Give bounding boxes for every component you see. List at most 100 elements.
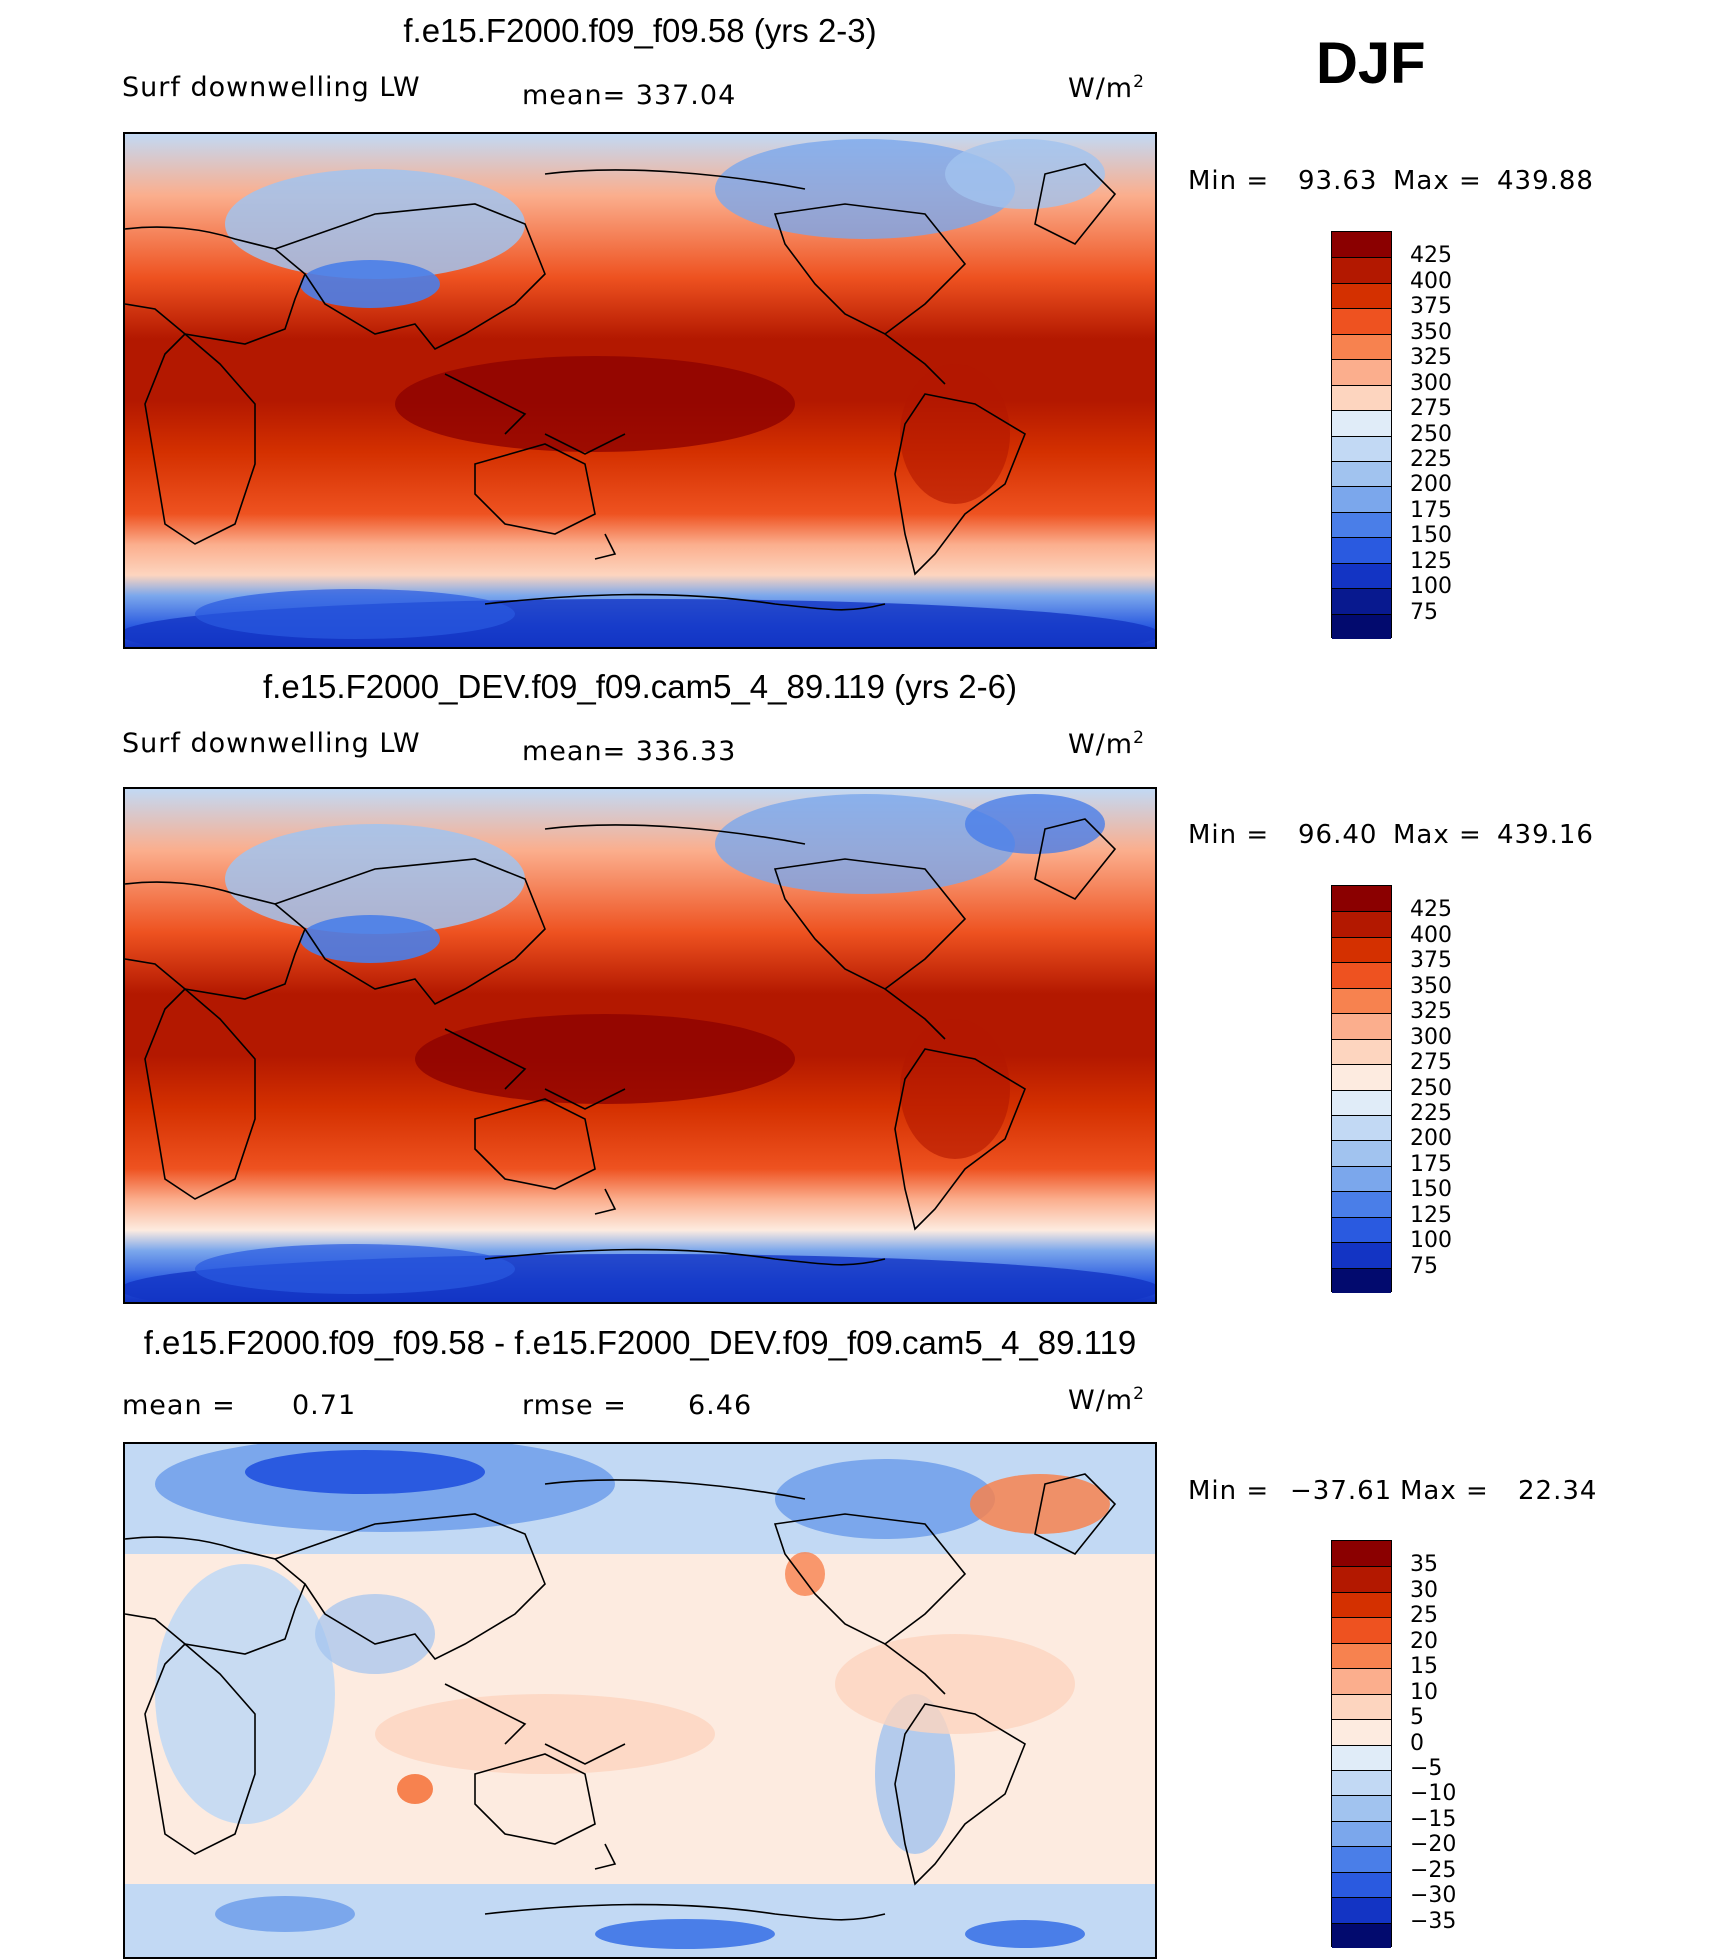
panel-3-map	[123, 1442, 1157, 1959]
panel-3-rmse-value: 6.46	[688, 1390, 753, 1421]
colorbar-swatch	[1332, 1064, 1391, 1090]
panel-2-min-value: 96.40	[1298, 820, 1378, 850]
colorbar-swatch	[1332, 460, 1391, 487]
panel-1-mean-label: mean= 337.04	[522, 80, 737, 111]
panel-1-variable-label: Surf downwelling LW	[122, 72, 421, 103]
panel-1-max-label: Max =	[1393, 166, 1482, 196]
colorbar-tick-label: 400	[1410, 922, 1452, 948]
colorbar-tick-label: −5	[1410, 1755, 1443, 1781]
panel-1-title: f.e15.F2000.f09_f09.58 (yrs 2-3)	[403, 12, 877, 49]
colorbar-swatch	[1332, 537, 1391, 563]
panel-1-units-base: W/m	[1068, 73, 1134, 104]
colorbar-swatch	[1332, 1871, 1391, 1898]
colorbar-tick-label: 200	[1410, 1126, 1452, 1152]
colorbar-swatch	[1332, 1820, 1391, 1847]
panel-2-max-label: Max =	[1393, 820, 1482, 850]
colorbar-swatch	[1332, 1242, 1391, 1268]
colorbar-swatch	[1332, 562, 1391, 589]
colorbar-tick-label: 375	[1410, 948, 1452, 974]
colorbar-swatch	[1332, 486, 1391, 512]
colorbar-swatch	[1332, 333, 1391, 360]
panel-3-mean-label: mean =	[122, 1390, 236, 1421]
colorbar-swatch	[1332, 410, 1391, 436]
colorbar-tick-label: −30	[1410, 1883, 1457, 1909]
colorbar-tick-label: 225	[1410, 1100, 1452, 1126]
colorbar-tick-label: 275	[1410, 396, 1452, 422]
panel-3-rmse-label: rmse =	[522, 1390, 627, 1421]
colorbar-swatch	[1332, 1216, 1391, 1243]
colorbar-swatch	[1332, 1165, 1391, 1192]
panel-2-max-value: 439.16	[1497, 820, 1594, 850]
colorbar-swatch	[1332, 886, 1391, 912]
panel-2-units-base: W/m	[1068, 729, 1134, 760]
panel-2-variable-label: Surf downwelling LW	[122, 728, 421, 759]
colorbar-tick-label: −10	[1410, 1781, 1457, 1807]
colorbar-tick-label: −25	[1410, 1857, 1457, 1883]
colorbar-swatch	[1332, 1617, 1391, 1643]
colorbar-swatch	[1332, 1719, 1391, 1745]
colorbar-swatch	[1332, 1267, 1391, 1293]
panel-1-max-value: 439.88	[1497, 166, 1594, 196]
panel-2-map-field	[125, 789, 1155, 1302]
colorbar-tick-label: 400	[1410, 268, 1452, 294]
panel-2-mean-label: mean= 336.33	[522, 736, 737, 767]
colorbar-swatch	[1332, 1140, 1391, 1166]
panel-3-max-value: 22.34	[1518, 1476, 1598, 1506]
colorbar-tick-label: 275	[1410, 1050, 1452, 1076]
colorbar-tick-label: 100	[1410, 574, 1452, 600]
panel-2-colorbar	[1331, 885, 1392, 1293]
colorbar-swatch	[1332, 435, 1391, 461]
colorbar-swatch	[1332, 1744, 1391, 1770]
panel-3-mean-value: 0.71	[292, 1390, 357, 1421]
colorbar-tick-label: 175	[1410, 497, 1452, 523]
colorbar-swatch	[1332, 911, 1391, 937]
panel-2-min-label: Min =	[1188, 820, 1270, 850]
panel-3-map-field	[125, 1444, 1155, 1957]
colorbar-swatch	[1332, 257, 1391, 283]
colorbar-tick-label: 375	[1410, 294, 1452, 320]
colorbar-tick-label: 20	[1410, 1628, 1438, 1654]
panel-2-title: f.e15.F2000_DEV.f09_f09.cam5_4_89.119 (y…	[263, 668, 1017, 705]
panel-2-units-exponent: 2	[1133, 728, 1145, 748]
colorbar-tick-label: 100	[1410, 1228, 1452, 1254]
colorbar-tick-label: 425	[1410, 243, 1452, 269]
colorbar-swatch	[1332, 384, 1391, 411]
colorbar-tick-label: −35	[1410, 1908, 1457, 1934]
colorbar-tick-label: 35	[1410, 1552, 1438, 1578]
colorbar-swatch	[1332, 308, 1391, 334]
colorbar-tick-label: 325	[1410, 999, 1452, 1025]
panel-1-map	[123, 132, 1157, 649]
panel-3-units-base: W/m	[1068, 1385, 1134, 1416]
season-label: DJF	[1316, 31, 1426, 96]
panel-1-units: W/m2	[1068, 72, 1145, 104]
colorbar-tick-label: 125	[1410, 548, 1452, 574]
panel-2-map	[123, 787, 1157, 1304]
colorbar-tick-label: 75	[1410, 599, 1438, 625]
colorbar-tick-label: 225	[1410, 446, 1452, 472]
colorbar-tick-label: 300	[1410, 370, 1452, 396]
colorbar-swatch	[1332, 232, 1391, 258]
colorbar-swatch	[1332, 1114, 1391, 1141]
panel-1-units-exponent: 2	[1133, 72, 1145, 92]
panel-1-min-value: 93.63	[1298, 166, 1378, 196]
colorbar-tick-label: 350	[1410, 319, 1452, 345]
panel-3-max-label: Max =	[1400, 1476, 1489, 1506]
colorbar-tick-label: 175	[1410, 1151, 1452, 1177]
panel-3-min-label: Min =	[1188, 1476, 1270, 1506]
colorbar-tick-label: 250	[1410, 421, 1452, 447]
colorbar-tick-label: 300	[1410, 1024, 1452, 1050]
colorbar-tick-label: 15	[1410, 1654, 1438, 1680]
colorbar-tick-label: 425	[1410, 897, 1452, 923]
colorbar-swatch	[1332, 1191, 1391, 1217]
colorbar-tick-label: 0	[1410, 1730, 1424, 1756]
colorbar-tick-label: 150	[1410, 1177, 1452, 1203]
colorbar-swatch	[1332, 1795, 1391, 1821]
colorbar-swatch	[1332, 936, 1391, 963]
colorbar-swatch	[1332, 511, 1391, 538]
panel-3-colorbar	[1331, 1540, 1392, 1948]
colorbar-swatch	[1332, 1591, 1391, 1618]
panel-1-map-field	[125, 134, 1155, 647]
colorbar-swatch	[1332, 1642, 1391, 1669]
colorbar-swatch	[1332, 987, 1391, 1014]
colorbar-tick-label: 5	[1410, 1705, 1424, 1731]
